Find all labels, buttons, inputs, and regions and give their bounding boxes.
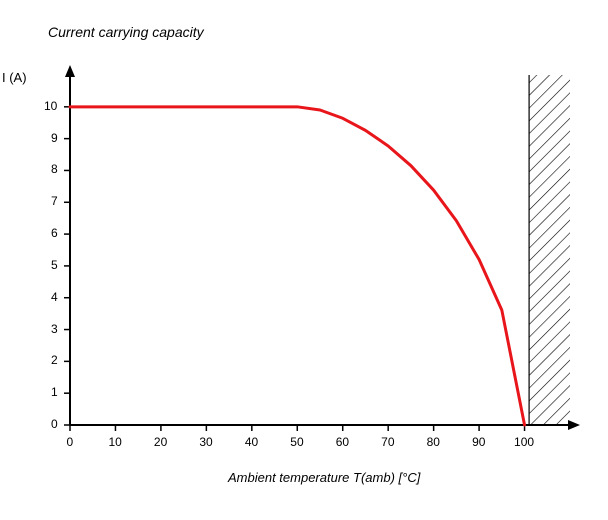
x-tick-label: 40 <box>245 435 258 449</box>
x-axis-title: Ambient temperature T(amb) [°C] <box>228 470 420 485</box>
chart-container: Current carrying capacity I (A) Ambient … <box>0 0 608 520</box>
y-tick-label: 6 <box>51 226 58 240</box>
x-tick-label: 30 <box>199 435 212 449</box>
y-tick-label: 3 <box>51 322 58 336</box>
x-tick-label: 100 <box>514 435 534 449</box>
y-tick-label: 8 <box>51 162 58 176</box>
y-tick-label: 4 <box>51 290 58 304</box>
x-tick-label: 90 <box>472 435 485 449</box>
y-tick-label: 10 <box>44 99 57 113</box>
chart-title: Current carrying capacity <box>48 24 204 40</box>
y-tick-label: 7 <box>51 194 58 208</box>
chart-plot <box>50 65 580 435</box>
x-tick-label: 10 <box>108 435 121 449</box>
y-tick-label: 5 <box>51 258 58 272</box>
x-tick-label: 80 <box>427 435 440 449</box>
y-tick-label: 9 <box>51 131 58 145</box>
x-tick-label: 60 <box>336 435 349 449</box>
x-tick-label: 50 <box>290 435 303 449</box>
y-tick-label: 0 <box>51 417 58 431</box>
x-tick-label: 70 <box>381 435 394 449</box>
x-tick-label: 0 <box>67 435 74 449</box>
y-tick-label: 2 <box>51 353 58 367</box>
y-axis-title: I (A) <box>2 70 27 85</box>
y-tick-label: 1 <box>51 385 58 399</box>
x-tick-label: 20 <box>154 435 167 449</box>
